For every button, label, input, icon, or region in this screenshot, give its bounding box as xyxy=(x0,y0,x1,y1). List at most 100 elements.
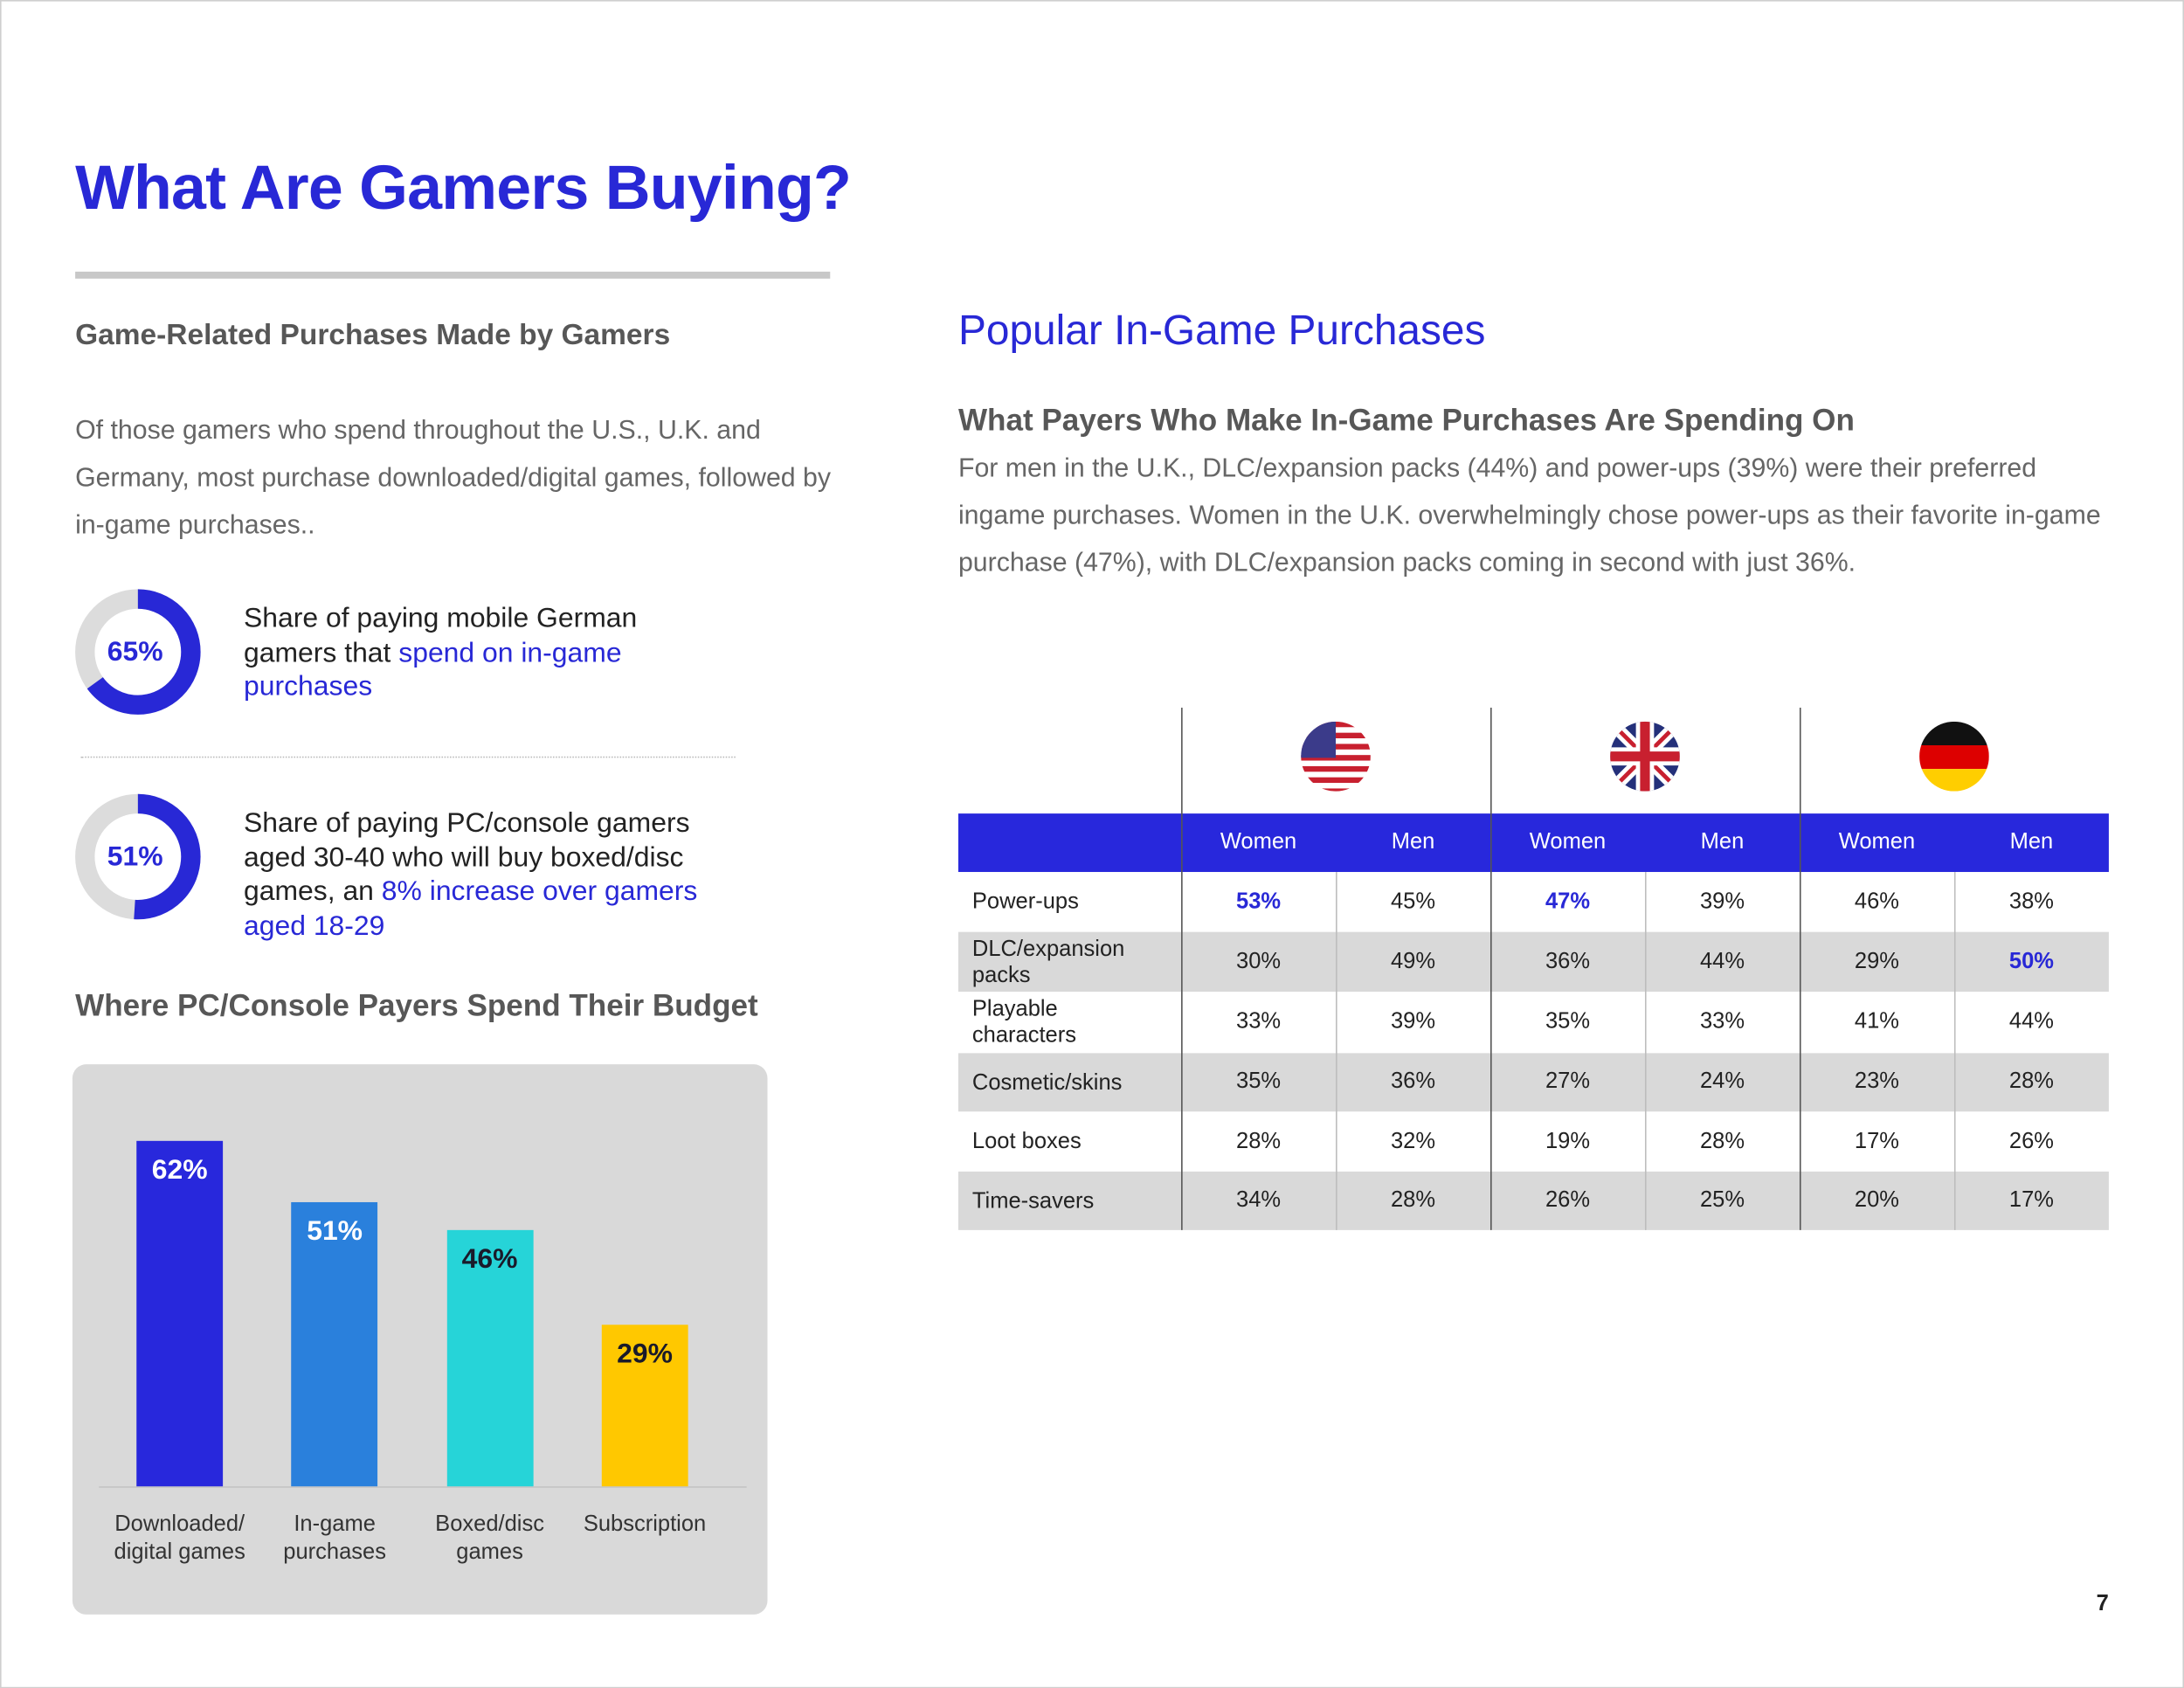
group-separator xyxy=(1799,707,1801,1230)
germany-flag xyxy=(1919,721,1989,792)
row-label: Loot boxes xyxy=(971,1130,1082,1154)
table-cell: 44% xyxy=(2008,1009,2054,1034)
row-label: Time-savers xyxy=(971,1188,1095,1213)
table-cell: 32% xyxy=(1390,1130,1436,1154)
header-row xyxy=(957,813,2109,873)
table-cell: 23% xyxy=(1854,1069,1899,1094)
donut: 65% xyxy=(75,589,201,715)
table-row xyxy=(957,1111,2109,1172)
table-cell: 29% xyxy=(1854,950,1899,974)
section-title: Popular In-Game Purchases xyxy=(957,308,1486,354)
table-cell: 36% xyxy=(1545,950,1591,974)
table-row xyxy=(957,1053,2109,1112)
table-cell: 17% xyxy=(2008,1188,2054,1213)
table-cell: 26% xyxy=(1545,1188,1591,1213)
table-cell: 35% xyxy=(1545,1009,1591,1034)
section-heading: Game-Related Purchases Made by Gamers xyxy=(75,319,671,351)
table-cell: 44% xyxy=(1699,950,1745,974)
column-header: Men xyxy=(2009,830,2054,854)
donut-arc xyxy=(75,589,201,715)
table-row xyxy=(957,931,2109,993)
table-cell: 45% xyxy=(1390,889,1436,914)
column-header: Women xyxy=(1529,830,1607,854)
body-paragraph: For men in the U.K., DLC/expansion packs… xyxy=(957,453,2101,578)
donut-label: 65% xyxy=(107,635,163,667)
bar: 29% xyxy=(601,1325,688,1487)
bar: 51% xyxy=(291,1201,378,1487)
x-tick-label: In-game purchases xyxy=(283,1512,386,1565)
uk-flag xyxy=(1610,721,1680,792)
table-row xyxy=(957,872,2109,932)
donut-label: 51% xyxy=(107,841,163,872)
table-cell: 35% xyxy=(1236,1069,1282,1094)
table-row xyxy=(957,992,2109,1054)
row-label: Playable characters xyxy=(971,997,1076,1048)
bar-chart: 62% Downloaded/ digital games 51% In-game p… xyxy=(72,1064,768,1615)
table-row xyxy=(957,1171,2109,1230)
table-cell: 27% xyxy=(1545,1069,1591,1094)
x-tick-label: Downloaded/ digital games xyxy=(114,1512,245,1565)
column-header: Women xyxy=(1220,830,1297,854)
cell-separator xyxy=(1336,872,1337,1230)
stat-text: Share of paying PC/console gamers aged 3… xyxy=(244,806,703,943)
table-cell: 25% xyxy=(1699,1188,1745,1213)
table-cell: 28% xyxy=(1699,1130,1745,1154)
table-cell: 50% xyxy=(2008,950,2054,974)
row-label: Power-ups xyxy=(971,889,1079,914)
stat-text: Share of paying mobile German gamers tha… xyxy=(244,602,654,704)
title-rule xyxy=(75,271,831,279)
table-cell: 19% xyxy=(1545,1130,1591,1154)
baseline xyxy=(99,1486,747,1488)
cell-separator xyxy=(1953,872,1956,1230)
column-header: Women xyxy=(1838,830,1916,854)
table-cell: 39% xyxy=(1390,1009,1436,1034)
table-cell: 34% xyxy=(1236,1188,1282,1213)
section-subtitle: What Payers Who Make In-Game Purchases A… xyxy=(957,402,1855,438)
table-cell: 20% xyxy=(1854,1188,1899,1213)
table-cell: 28% xyxy=(1390,1188,1436,1213)
table-cell: 33% xyxy=(1236,1009,1282,1034)
bar-value-label: 62% xyxy=(151,1154,208,1186)
stat-highlight: 8% increase over gamers aged 18-29 xyxy=(244,875,698,942)
group-separator xyxy=(1490,707,1492,1230)
x-tick-label: Boxed/disc games xyxy=(435,1512,544,1565)
table-cell: 17% xyxy=(1854,1130,1899,1154)
purchase-table: Women Men Women Men Women Men Power-ups 53% 45% 4… xyxy=(957,707,2109,1230)
table-cell: 47% xyxy=(1545,889,1591,914)
stat-description: Share of paying mobile German gamers tha… xyxy=(244,603,638,668)
flags xyxy=(1301,721,1989,792)
donut: 51% xyxy=(75,793,201,920)
bar: 46% xyxy=(446,1229,534,1487)
table-cell: 33% xyxy=(1699,1009,1745,1034)
us-flag xyxy=(1301,721,1371,792)
divider xyxy=(80,756,736,758)
bar-value-label: 29% xyxy=(617,1339,673,1370)
table-cell: 26% xyxy=(2008,1130,2054,1154)
bar-value-label: 51% xyxy=(307,1215,363,1247)
table-cell: 53% xyxy=(1236,889,1282,914)
table-cell: 38% xyxy=(2008,889,2054,914)
x-tick-label: Subscription xyxy=(583,1512,707,1537)
column-header: Men xyxy=(1700,830,1745,854)
table-cell: 49% xyxy=(1390,950,1436,974)
table-cell: 46% xyxy=(1854,889,1899,914)
row-label: DLC/expansion packs xyxy=(971,937,1125,987)
intro-paragraph: Of those gamers who spend throughout the… xyxy=(75,416,832,541)
column-header: Men xyxy=(1391,830,1435,854)
table-cell: 36% xyxy=(1390,1069,1436,1094)
table-cell: 28% xyxy=(1236,1130,1282,1154)
row-label: Cosmetic/skins xyxy=(971,1070,1123,1095)
table-cell: 28% xyxy=(2008,1069,2054,1094)
group-separator xyxy=(1181,707,1183,1230)
stat-description: Share of paying PC/console gamers aged 3… xyxy=(244,807,690,907)
page-number: 7 xyxy=(2096,1592,2109,1616)
page-title: What Are Gamers Buying? xyxy=(75,151,852,224)
donut-arc xyxy=(75,793,201,920)
bar: 62% xyxy=(136,1140,224,1487)
bar-value-label: 46% xyxy=(461,1243,518,1275)
table-cell: 39% xyxy=(1699,889,1745,914)
stat-highlight: spend on in-game purchases xyxy=(244,637,622,702)
table-cell: 30% xyxy=(1236,950,1282,974)
cell-separator xyxy=(1644,872,1647,1230)
